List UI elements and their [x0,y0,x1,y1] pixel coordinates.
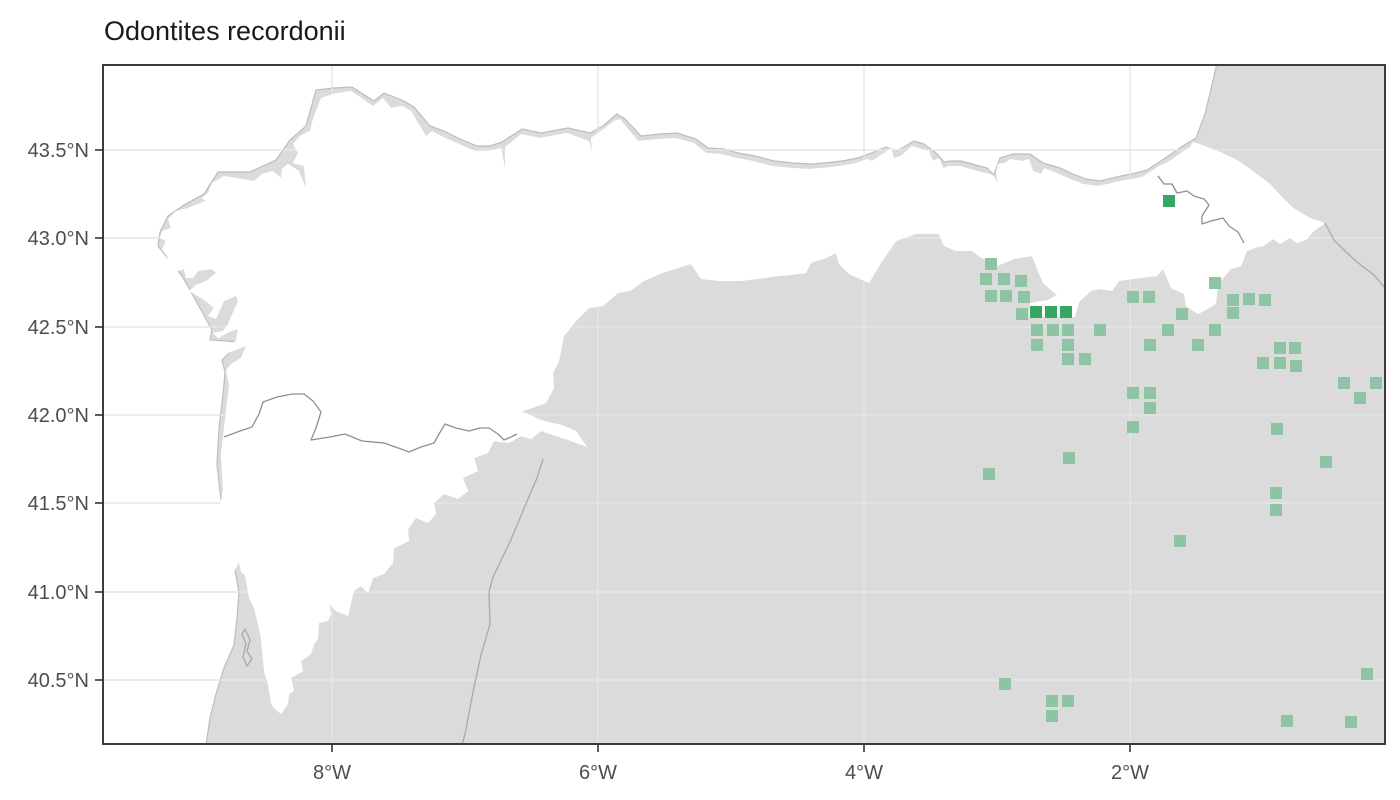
occurrence-point [1192,339,1204,351]
occurrence-point [1079,353,1091,365]
occurrence-point [1345,716,1357,728]
occurrence-point [1227,294,1239,306]
x-tick-label: 8°W [313,762,351,784]
occurrence-point [999,678,1011,690]
occurrence-point [983,468,995,480]
x-tick-label: 4°W [845,762,883,784]
occurrence-point [1289,342,1301,354]
x-axis: 8°W 6°W 4°W 2°W [313,744,1149,784]
y-tick-label: 42.5°N [28,317,89,339]
occurrence-point [1000,290,1012,302]
y-axis: 43.5°N 43.0°N 42.5°N 42.0°N 41.5°N 41.0°N 40.5… [28,140,103,692]
occurrence-point [1259,294,1271,306]
occurrence-point [1063,452,1075,464]
y-tick-label: 41.0°N [28,582,89,604]
occurrence-point [1144,387,1156,399]
occurrence-point [1127,387,1139,399]
occurrence-point [1031,339,1043,351]
x-tick-label: 6°W [579,762,617,784]
occurrence-point [1209,277,1221,289]
occurrence-point [1015,275,1027,287]
occurrence-point [1290,360,1302,372]
occurrence-point [1062,324,1074,336]
border-galicia-portugal [223,393,518,453]
panel-border [102,64,1386,745]
occurrence-point [1354,392,1366,404]
occurrence-point [1045,306,1057,318]
border-spain-portugal-south [461,458,544,744]
occurrence-point [1338,377,1350,389]
y-tick-label: 43.5°N [28,140,89,162]
occurrence-point [1062,339,1074,351]
occurrence-point [980,273,992,285]
occurrence-point [1127,421,1139,433]
occurrence-point [1018,291,1030,303]
occurrence-point [1320,456,1332,468]
occurrence-point [1209,324,1221,336]
occurrence-point [1370,377,1382,389]
occurrence-point [1030,306,1042,318]
occurrence-point [1144,339,1156,351]
occurrence-point [1243,293,1255,305]
y-tick-label: 42.0°N [28,405,89,427]
page-title: Odontites recordonii [104,16,346,46]
occurrence-point [985,290,997,302]
occurrence-markers [980,195,1382,728]
occurrence-point [1281,715,1293,727]
y-tick-label: 43.0°N [28,228,89,250]
occurrence-point [1163,195,1175,207]
occurrence-point [1144,402,1156,414]
occurrence-point [1257,357,1269,369]
border-basque-navarra [1157,175,1245,244]
occurrence-point [1162,324,1174,336]
occurrence-point [1143,291,1155,303]
occurrence-point [1361,668,1373,680]
occurrence-point [985,258,997,270]
y-tick-label: 41.5°N [28,493,89,515]
occurrence-point [1127,291,1139,303]
occurrence-point [998,273,1010,285]
occurrence-point [1046,710,1058,722]
occurrence-point [1227,307,1239,319]
y-tick-label: 40.5°N [28,670,89,692]
occurrence-point [1062,353,1074,365]
occurrence-point [1046,695,1058,707]
occurrence-point [1274,342,1286,354]
occurrence-point [1016,308,1028,320]
occurrence-point [1047,324,1059,336]
occurrence-point [1031,324,1043,336]
occurrence-point [1274,357,1286,369]
occurrence-point [1062,695,1074,707]
x-tick-label: 2°W [1111,762,1149,784]
occurrence-point [1060,306,1072,318]
occurrence-point [1176,308,1188,320]
border-france-spain-east [1324,222,1385,289]
occurrence-point [1270,487,1282,499]
occurrence-point [1270,504,1282,516]
occurrence-point [1094,324,1106,336]
occurrence-point [1271,423,1283,435]
occurrence-point [1174,535,1186,547]
coastal-lagoon-outline [241,628,253,667]
